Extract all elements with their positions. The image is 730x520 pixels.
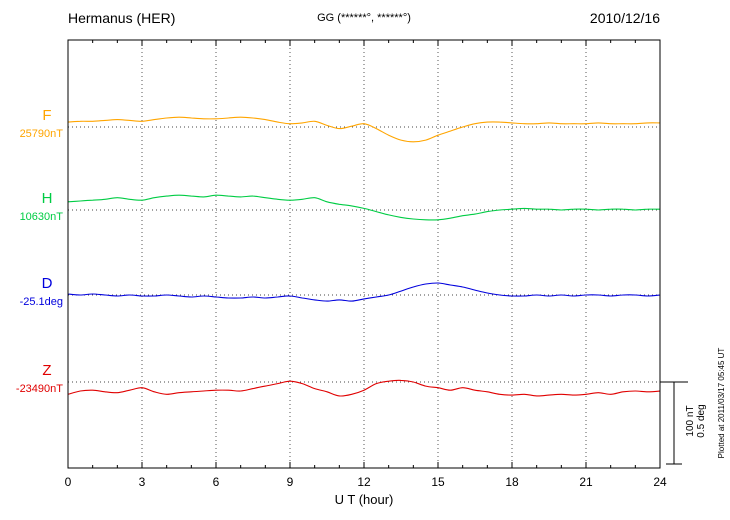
scale-nt-label: 100 nT [685, 405, 696, 436]
x-tick-label-3: 3 [139, 475, 146, 489]
plot-layer: 0 3 6 9 12 15 18 21 24 [65, 39, 688, 489]
x-tick-label-0: 0 [65, 475, 72, 489]
series-d-value: -25.1deg [20, 296, 63, 308]
plot-date: 2010/12/16 [590, 10, 660, 26]
series-d-letter: D [42, 275, 53, 292]
station-coords: GG (******°, ******°) [317, 12, 411, 24]
plotted-at-note: Plotted at 2011/03/17 05:45 UT [717, 348, 726, 459]
x-axis-label: U T (hour) [335, 492, 394, 507]
trace-H [67, 194, 661, 221]
x-tick-label-15: 15 [431, 475, 445, 489]
series-f-value: 25790nT [20, 128, 64, 140]
x-tick-label-18: 18 [505, 475, 519, 489]
x-tick-label-24: 24 [653, 475, 667, 489]
trace-D [67, 282, 661, 302]
series-f-letter: F [42, 107, 51, 124]
series-z-value: -23490nT [16, 383, 63, 395]
station-title: Hermanus (HER) [68, 10, 175, 26]
scale-deg-label: 0.5 deg [696, 404, 707, 437]
x-tick-label-6: 6 [213, 475, 220, 489]
x-tick-label-21: 21 [579, 475, 593, 489]
x-tick-label-9: 9 [287, 475, 294, 489]
x-tick-label-12: 12 [357, 475, 371, 489]
trace-F [67, 116, 661, 143]
series-h-value: 10630nT [20, 211, 64, 223]
series-h-letter: H [42, 190, 53, 207]
series-z-letter: Z [42, 362, 51, 379]
trace-Z [67, 379, 661, 397]
